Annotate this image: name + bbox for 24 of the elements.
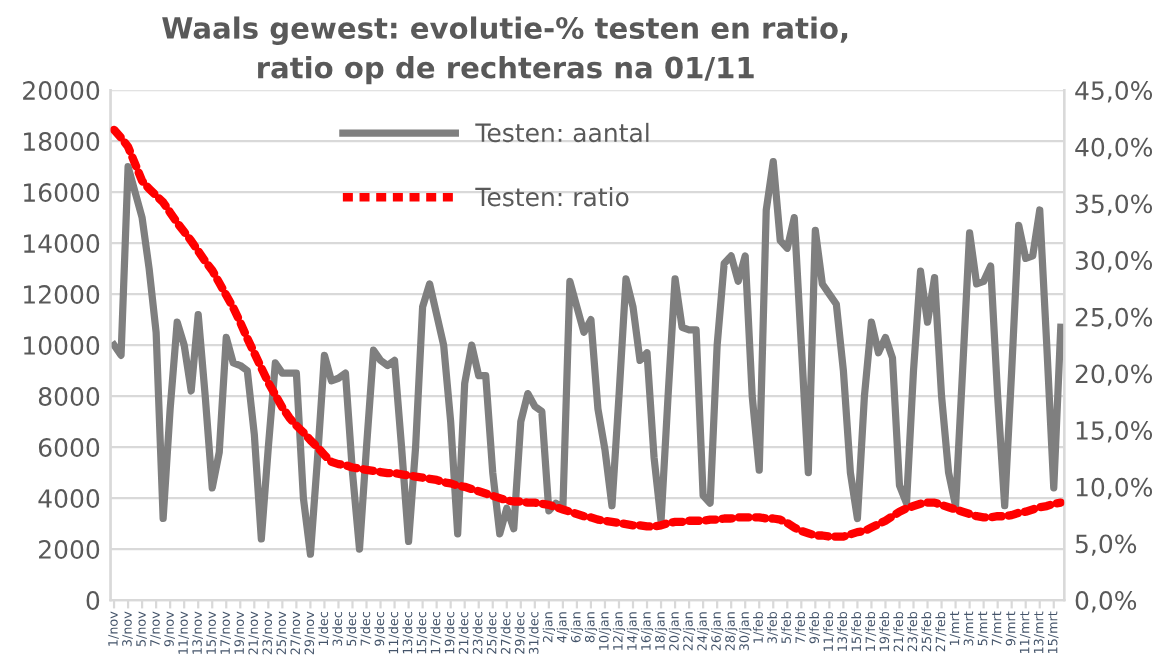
y-tick-label: 6000 xyxy=(38,438,100,457)
y2-tick-label: 5,0% xyxy=(1075,534,1137,556)
y-tick-label: 10000 xyxy=(24,336,100,355)
legend-label: Testen: ratio xyxy=(475,187,629,207)
legend-label: Testen: aantal xyxy=(475,122,649,143)
y-tick-label: 14000 xyxy=(24,234,100,253)
y2-tick-label: 30,0% xyxy=(1075,251,1153,273)
y-tick-label: 4000 xyxy=(38,489,100,508)
y2-tick-label: 35,0% xyxy=(1075,194,1153,216)
y2-tick-label: 15,0% xyxy=(1076,421,1153,443)
y2-tick-label: 10,0% xyxy=(1076,477,1153,500)
y-tick-label: 20000 xyxy=(23,81,100,100)
y2-tick-label: 20,0% xyxy=(1075,364,1153,386)
y-tick-label: 8000 xyxy=(38,387,100,406)
chart-title: Waals gewest: evolutie-% testen en ratio, ratio op de rechteras na 01/11 xyxy=(162,16,848,85)
y-tick-label: 16000 xyxy=(24,183,100,202)
y-tick-label: 2000 xyxy=(39,540,100,559)
y-tick-label: 12000 xyxy=(24,285,100,304)
y-tick-label: 18000 xyxy=(24,132,100,151)
y-tick-label: 0 xyxy=(86,591,100,610)
y2-tick-label: 40,0% xyxy=(1075,137,1153,160)
y2-tick-label: 45,0% xyxy=(1075,81,1153,103)
y2-tick-label: 0,0% xyxy=(1075,591,1137,613)
y2-tick-label: 25,0% xyxy=(1075,307,1153,330)
